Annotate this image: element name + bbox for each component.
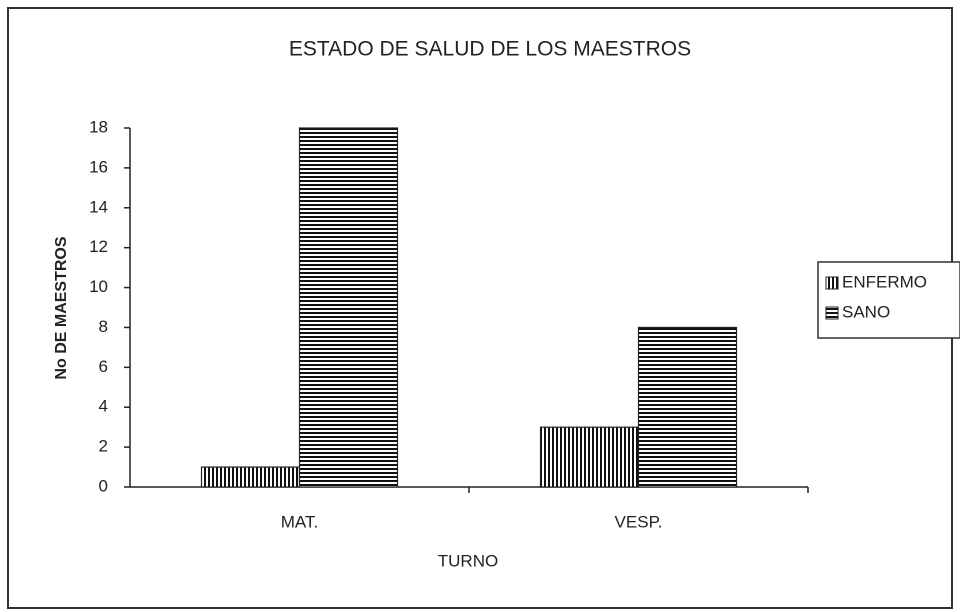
y-axis-label: No DE MAESTROS: [53, 236, 70, 379]
bar: [298, 127, 399, 488]
y-tick-label: 8: [99, 317, 108, 336]
x-axis-label: TURNO: [438, 551, 498, 570]
y-tick-label: 14: [89, 197, 108, 216]
legend-swatch: [825, 276, 839, 290]
chart-frame: [7, 7, 953, 609]
bar: [200, 466, 301, 488]
y-tick-label: 4: [99, 397, 108, 416]
x-tick-label: VESP.: [615, 512, 663, 531]
bar: [539, 426, 640, 488]
y-tick-label: 18: [89, 117, 108, 136]
y-tick-label: 0: [99, 476, 108, 495]
x-tick-label: MAT.: [281, 512, 318, 531]
legend-box: [817, 261, 960, 339]
y-tick-label: 16: [89, 157, 108, 176]
bar: [637, 326, 738, 488]
y-tick-label: 12: [89, 237, 108, 256]
chart-title: ESTADO DE SALUD DE LOS MAESTROS: [289, 38, 691, 61]
y-tick-label: 10: [89, 277, 108, 296]
y-tick-label: 6: [99, 357, 108, 376]
legend-label: SANO: [842, 302, 890, 321]
legend-label: ENFERMO: [842, 272, 927, 291]
y-tick-label: 2: [99, 437, 108, 456]
legend-swatch: [825, 306, 839, 320]
